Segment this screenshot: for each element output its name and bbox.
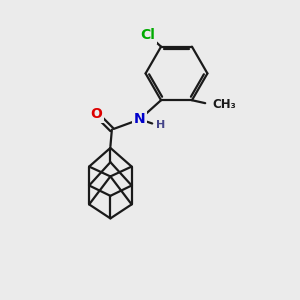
Text: CH₃: CH₃ xyxy=(213,98,236,111)
Text: O: O xyxy=(91,107,103,122)
Text: N: N xyxy=(134,112,146,126)
Text: Cl: Cl xyxy=(140,28,155,43)
Text: H: H xyxy=(156,120,165,130)
